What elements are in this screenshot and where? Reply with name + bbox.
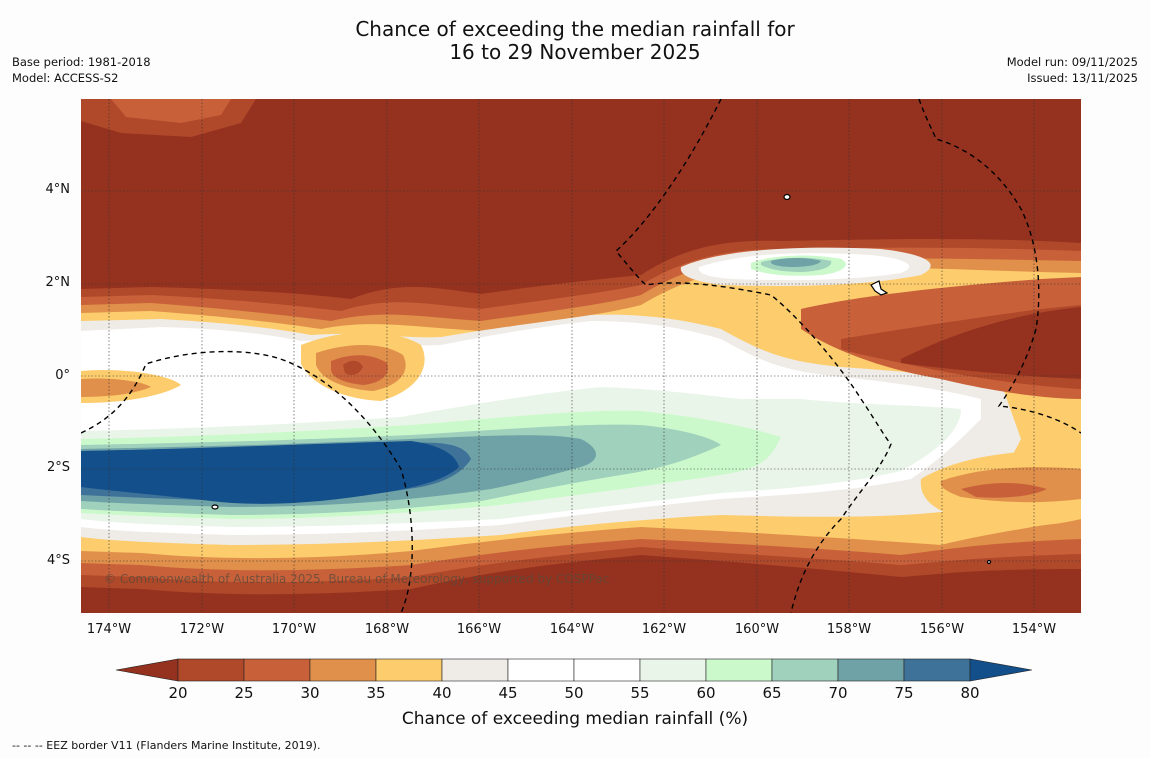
- contour-se-25: [961, 483, 1047, 498]
- title-line-2: 16 to 29 November 2025: [449, 40, 701, 64]
- map-title: Chance of exceeding the median rainfall …: [0, 18, 1150, 64]
- model-text: Model: ACCESS-S2: [12, 71, 119, 85]
- title-line-1: Chance of exceeding the median rainfall …: [355, 17, 795, 41]
- lon-label-172w: 172°W: [179, 622, 225, 637]
- lon-label-160w: 160°W: [734, 622, 780, 637]
- colorbar: [110, 655, 1040, 691]
- contour-dry-168w-20: [343, 360, 363, 375]
- colorbar-label-25: 25: [234, 684, 254, 702]
- map-canvas: [81, 99, 1081, 613]
- eez-legend: -- -- -- EEZ border V11 (Flanders Marine…: [12, 739, 321, 752]
- meta-right: Model run: 09/11/2025 Issued: 13/11/2025: [1007, 54, 1138, 86]
- colorbar-label-20: 20: [168, 684, 188, 702]
- colorbar-segment-30: [309, 658, 377, 682]
- colorbar-segment-55: [639, 658, 707, 682]
- lon-label-156w: 156°W: [919, 622, 965, 637]
- lon-label-166w: 166°W: [456, 622, 502, 637]
- lat-label-0: 0°: [55, 368, 70, 383]
- colorbar-segment-25: [243, 658, 311, 682]
- island-3: [211, 504, 219, 510]
- island-1: [783, 193, 791, 201]
- meta-left: Base period: 1981-2018 Model: ACCESS-S2: [12, 54, 151, 86]
- colorbar-label-65: 65: [762, 684, 782, 702]
- lon-label-164w: 164°W: [549, 622, 595, 637]
- colorbar-segment-70: [837, 658, 905, 682]
- colorbar-segment-35: [375, 658, 443, 682]
- colorbar-label-80: 80: [960, 684, 980, 702]
- colorbar-over-arrow: [969, 658, 1033, 682]
- colorbar-segment-50: [573, 658, 641, 682]
- contour-ne-70: [771, 258, 821, 267]
- colorbar-label-75: 75: [894, 684, 914, 702]
- graticule: [81, 99, 1081, 613]
- colorbar-label-55: 55: [630, 684, 650, 702]
- islands: [211, 193, 992, 565]
- rainfall-map: [81, 99, 1081, 613]
- lat-label-2n: 2°N: [45, 275, 71, 290]
- model-run-text: Model run: 09/11/2025: [1006, 55, 1138, 69]
- contour-eq-west-30: [81, 378, 151, 397]
- colorbar-title: Chance of exceeding median rainfall (%): [401, 709, 749, 729]
- colorbar-label-40: 40: [432, 684, 452, 702]
- colorbar-label-30: 30: [300, 684, 320, 702]
- colorbar-label-70: 70: [828, 684, 848, 702]
- colorbar-under-arrow: [115, 658, 179, 682]
- lon-label-174w: 174°W: [86, 622, 132, 637]
- colorbar-segment-75: [903, 658, 971, 682]
- eez-borders: [81, 99, 1081, 613]
- colorbar-label-45: 45: [498, 684, 518, 702]
- lon-label-154w: 154°W: [1011, 622, 1057, 637]
- lon-label-158w: 158°W: [826, 622, 872, 637]
- lat-label-2s: 2°S: [46, 460, 70, 475]
- colorbar-segment-60: [705, 658, 773, 682]
- contour-nw-30: [111, 99, 231, 123]
- island-2: [870, 280, 889, 296]
- lat-label-4n: 4°N: [45, 182, 71, 197]
- base-period-text: Base period: 1981-2018: [12, 55, 151, 69]
- island-4: [986, 559, 992, 565]
- colorbar-segment-65: [771, 658, 839, 682]
- colorbar-segment-45: [507, 658, 575, 682]
- colorbar-segment-40: [441, 658, 509, 682]
- colorbar-label-35: 35: [366, 684, 386, 702]
- contour-band-80: [81, 441, 459, 504]
- issued-text: Issued: 13/11/2025: [1027, 71, 1138, 85]
- colorbar-label-60: 60: [696, 684, 716, 702]
- colorbar-segment-20: [177, 658, 245, 682]
- lon-label-168w: 168°W: [364, 622, 410, 637]
- colorbar-svg: [115, 658, 1033, 682]
- colorbar-label-50: 50: [564, 684, 584, 702]
- copyright-credit: © Commonwealth of Australia 2025, Bureau…: [104, 572, 610, 586]
- lon-label-170w: 170°W: [271, 622, 317, 637]
- lon-label-162w: 162°W: [641, 622, 687, 637]
- lat-label-4s: 4°S: [46, 553, 70, 568]
